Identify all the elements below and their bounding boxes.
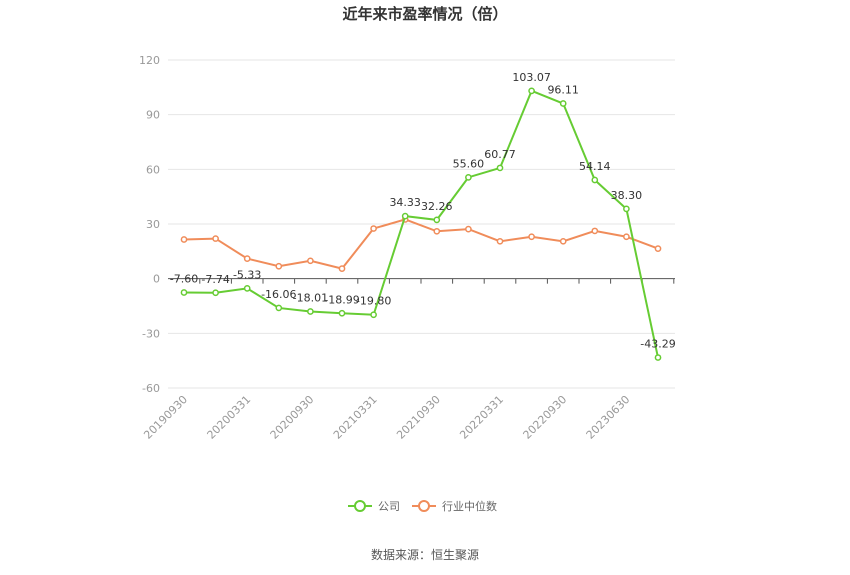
data-point [180,236,188,243]
data-point [401,212,409,220]
data-point [465,174,472,181]
data-label: 32.26 [421,200,453,213]
x-tick-label: 20230630 [584,393,633,442]
data-label: -7.60 [170,273,198,286]
data-label: 96.11 [547,84,579,97]
y-tick-label: 90 [146,109,160,122]
data-point [212,289,219,297]
x-tick-label: 20210331 [331,393,380,442]
data-label: -5.33 [233,268,261,281]
data-point [307,308,314,315]
data-label: 34.33 [389,196,421,209]
x-tick-label: 20220930 [521,393,570,442]
series-line-行业中位数 [183,218,659,270]
data-point [243,255,251,262]
legend-marker [418,500,430,512]
data-point [623,205,630,213]
data-point [654,245,662,252]
data-label: -16.06 [261,288,296,301]
legend-label: 行业中位数 [442,499,497,513]
y-tick-label: -60 [142,382,160,395]
data-label: -43.29 [640,338,675,351]
legend-item[interactable]: 公司 [348,500,400,513]
grid [168,59,675,389]
data-point [180,289,188,296]
data-point [370,225,377,232]
data-point [528,233,535,241]
data-point [496,237,504,245]
data-point [623,233,630,241]
data-point [307,257,314,265]
x-tick-label: 20220331 [457,393,506,442]
data-point [433,227,441,235]
data-point [338,265,346,272]
data-label: 60.77 [484,148,516,161]
legend[interactable]: 公司 行业中位数 [348,499,497,513]
legend-label: 公司 [378,500,400,513]
data-point [591,176,599,184]
y-tick-label: 60 [146,163,160,176]
data-point [528,87,535,95]
data-point [591,227,599,235]
x-axis: 20190930 20200331 20200930 20210331 20210930… [141,278,675,442]
y-tick-label: 120 [139,54,160,67]
series-line-公司 [183,89,659,358]
data-labels: -7.60 -7.74 -5.33-16.06-18.01-18.99-19.80 3… [170,71,676,351]
data-point [559,237,567,245]
data-point [275,262,283,270]
x-tick-label: 20190930 [141,393,190,442]
data-label: 38.30 [611,189,643,202]
data-point [559,100,567,107]
chart-title: 近年来市盈率情况（倍） [342,5,507,23]
x-tick-label: 20200331 [205,393,254,442]
data-point [433,216,441,224]
data-point [496,164,504,172]
y-tick-label: 30 [146,218,160,231]
data-point [654,354,662,361]
data-point [338,309,346,317]
data-label: -18.01 [293,291,328,304]
data-point [212,235,219,242]
data-point [370,311,377,319]
legend-item[interactable]: 行业中位数 [412,499,497,513]
series-layer [180,87,662,361]
x-tick-label: 20210930 [394,393,443,442]
x-tick-label: 20200930 [268,393,317,442]
legend-marker [354,500,366,512]
data-label: 55.60 [453,157,485,170]
data-label: 54.14 [579,160,611,173]
y-tick-label: -30 [142,327,160,340]
data-label: -19.80 [356,295,391,308]
data-point [275,304,283,312]
source-note: 数据来源：恒生聚源 [371,547,479,562]
data-label: -18.99 [324,293,359,306]
data-point [465,225,472,233]
y-tick-label: 0 [153,273,160,286]
y-axis: -60 -30 0 30 60 90 120 [139,54,160,395]
data-label: -7.74 [201,273,229,286]
data-label: 103.07 [512,71,551,84]
data-point [243,285,251,292]
